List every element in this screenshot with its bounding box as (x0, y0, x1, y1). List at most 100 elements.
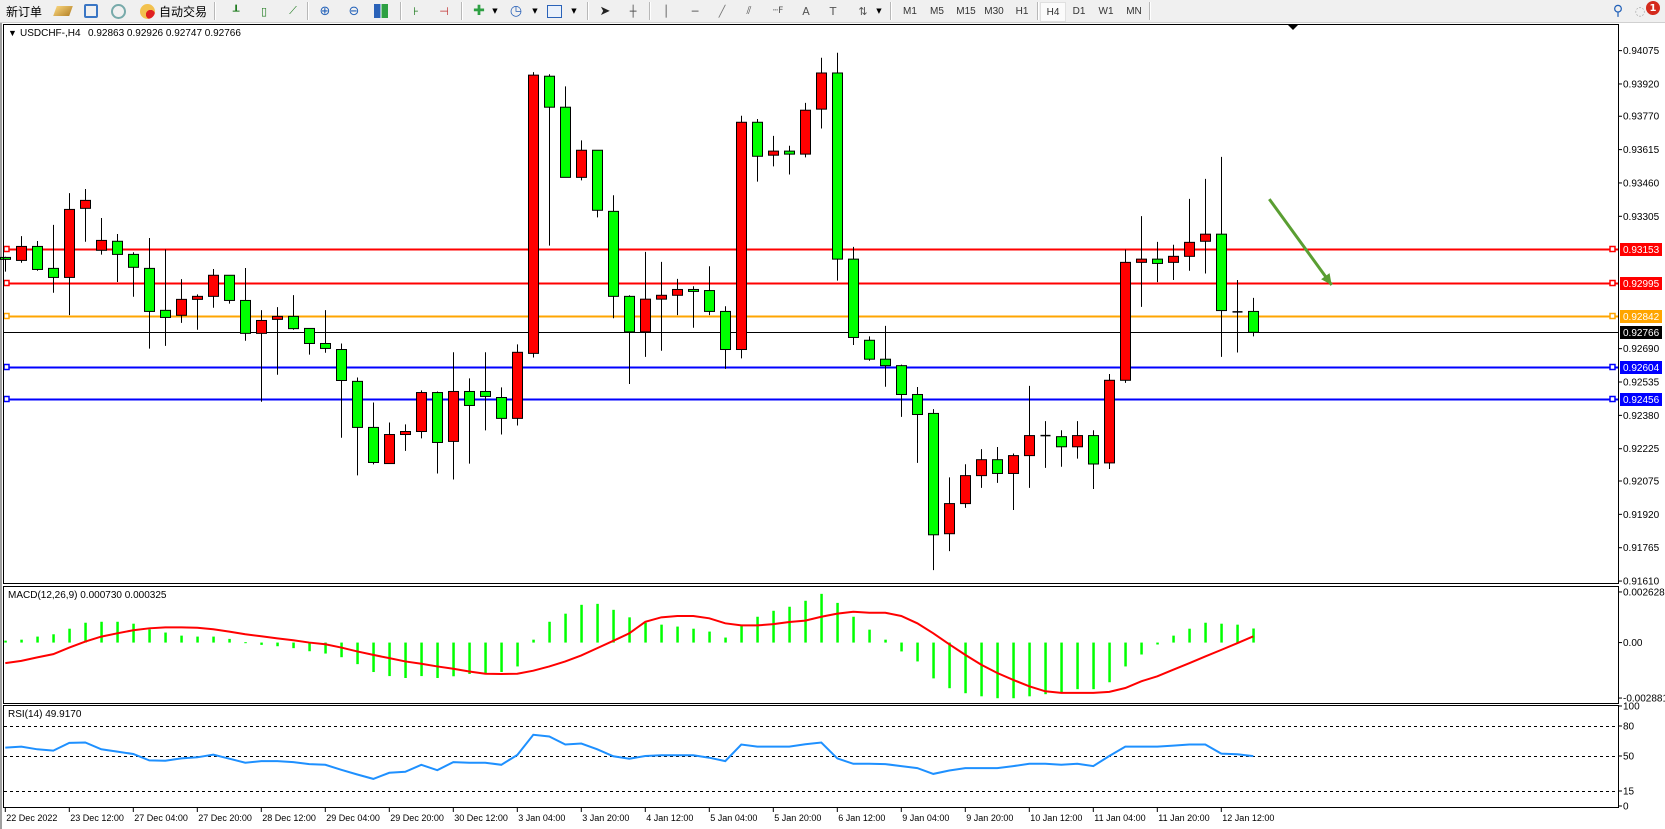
indicators-dropdown[interactable]: ▼ (492, 7, 498, 15)
line-handle (3, 395, 10, 403)
chart-collapse-icon[interactable]: ▼ (8, 28, 17, 38)
tile-windows-icon[interactable] (372, 2, 390, 20)
arrows-icon[interactable]: ⇅ (858, 4, 868, 18)
candle (1232, 280, 1243, 353)
periods-dropdown[interactable]: ▼ (532, 7, 538, 15)
candle (592, 149, 603, 218)
line-chart-icon[interactable]: ⟋ (289, 4, 297, 17)
candle (832, 52, 843, 281)
candle-body (96, 239, 107, 251)
chart-shift-icon[interactable]: ⊣ (439, 4, 449, 18)
candle (560, 86, 571, 178)
macd-tick-label: 0.00 (1623, 638, 1643, 649)
candle (1072, 421, 1083, 459)
price-pane[interactable]: 0.94075 0.93920 0.93770 0.93615 0.93460 0.933… (0, 46, 1663, 588)
macd-histogram-bar (900, 642, 903, 652)
candle (576, 140, 587, 181)
auto-trading-icon[interactable] (138, 2, 156, 20)
templates-dropdown[interactable]: ▼ (571, 7, 577, 15)
zoom-out-icon[interactable]: ⊖ (348, 3, 360, 19)
notification-badge[interactable]: 1 (1646, 1, 1660, 15)
candle-body (800, 109, 811, 155)
terminal-icon[interactable] (82, 2, 100, 20)
zoom-in-icon[interactable]: ⊕ (319, 3, 331, 19)
candle (1168, 244, 1179, 281)
templates-icon[interactable] (545, 2, 563, 20)
periods-clock-icon[interactable]: ◷ (509, 3, 523, 19)
auto-scroll-icon[interactable]: ⊦ (413, 4, 419, 18)
candle (1040, 421, 1051, 468)
candle (768, 135, 779, 167)
candle-body (512, 351, 523, 419)
candle-body (544, 75, 555, 108)
candle-body (1024, 435, 1035, 457)
macd-histogram-bar (100, 621, 103, 643)
timeframe-w1[interactable]: W1 (1098, 5, 1114, 17)
macd-histogram-bar (1108, 642, 1111, 683)
candle (144, 238, 155, 349)
vertical-line-icon[interactable]: │ (662, 4, 670, 18)
indicators-icon[interactable]: ✚ (473, 3, 485, 19)
trend-line-icon[interactable]: ╱ (718, 4, 726, 18)
signal-icon[interactable] (109, 2, 127, 20)
price-tick-label: 0.93770 (1623, 112, 1660, 123)
auto-trading-button[interactable]: 自动交易 (158, 2, 208, 20)
text-label-icon[interactable]: T (829, 4, 837, 18)
candle (880, 325, 891, 387)
candle-body (1152, 258, 1163, 264)
time-tick-label: 30 Dec 12:00 (454, 813, 508, 823)
line-handle (3, 312, 10, 320)
gold-bar-icon[interactable] (53, 2, 73, 20)
candlestick-chart-icon[interactable]: ▯ (260, 4, 268, 18)
line-handle (1609, 245, 1616, 253)
price-tick-label: 0.92690 (1623, 344, 1660, 355)
candle (1024, 385, 1035, 488)
macd-label: MACD(12,26,9) 0.000730 0.000325 (8, 590, 167, 601)
candle (368, 402, 379, 465)
macd-histogram-bar (628, 617, 631, 643)
cursor-icon[interactable]: ➤ (599, 3, 611, 19)
candle-body (1104, 379, 1115, 464)
chart-shift-marker[interactable] (1288, 25, 1298, 30)
price-tick-label: 0.93305 (1623, 212, 1660, 223)
bar-chart-icon[interactable]: ┸ (232, 4, 240, 18)
timeframe-d1[interactable]: D1 (1072, 5, 1086, 17)
macd-histogram-bar (884, 639, 887, 643)
macd-pane[interactable]: 0.002628 0.00 -0.002881 (4, 587, 1665, 705)
timeframe-m30[interactable]: M30 (984, 5, 1004, 17)
fibonacci-icon[interactable]: ┄F (772, 6, 784, 16)
rsi-pane[interactable]: 100 80 50 15 0 (4, 702, 1640, 813)
candle (352, 377, 363, 476)
timeframe-m1[interactable]: M1 (903, 5, 917, 17)
candle-body (752, 121, 763, 157)
candle-body (176, 298, 187, 316)
equidistant-channel-icon[interactable]: ⫽ (746, 4, 752, 17)
macd-histogram-bar (308, 642, 311, 652)
new-order-button[interactable]: 新订单 (2, 2, 46, 20)
timeframe-h1[interactable]: H1 (1015, 5, 1029, 17)
timeframe-mn[interactable]: MN (1126, 5, 1142, 17)
horizontal-line-icon[interactable]: ─ (691, 4, 699, 18)
candle-body (16, 245, 27, 261)
time-tick-label: 4 Jan 12:00 (646, 813, 693, 823)
arrows-dropdown[interactable]: ▼ (876, 7, 882, 15)
candle (944, 477, 955, 552)
price-line-label: 0.92766 (1623, 328, 1660, 339)
timeframe-m5[interactable]: M5 (930, 5, 944, 17)
search-icon[interactable]: ⚲ (1612, 3, 1624, 19)
candle (1056, 430, 1067, 467)
chat-icon[interactable]: ◌ (1634, 4, 1646, 18)
candle-body (1008, 455, 1019, 474)
time-tick-label: 6 Jan 12:00 (838, 813, 885, 823)
price-tick-label: 0.93615 (1623, 145, 1660, 156)
text-icon[interactable]: A (802, 4, 810, 18)
timeframe-h4[interactable]: H4 (1040, 2, 1066, 22)
macd-histogram-bar (916, 642, 919, 662)
candle (64, 193, 75, 316)
candle-body (288, 315, 299, 330)
timeframe-m15[interactable]: M15 (956, 5, 976, 17)
macd-histogram-bar (740, 625, 743, 643)
crosshair-icon[interactable]: ┼ (629, 4, 637, 18)
candle-body (816, 72, 827, 110)
